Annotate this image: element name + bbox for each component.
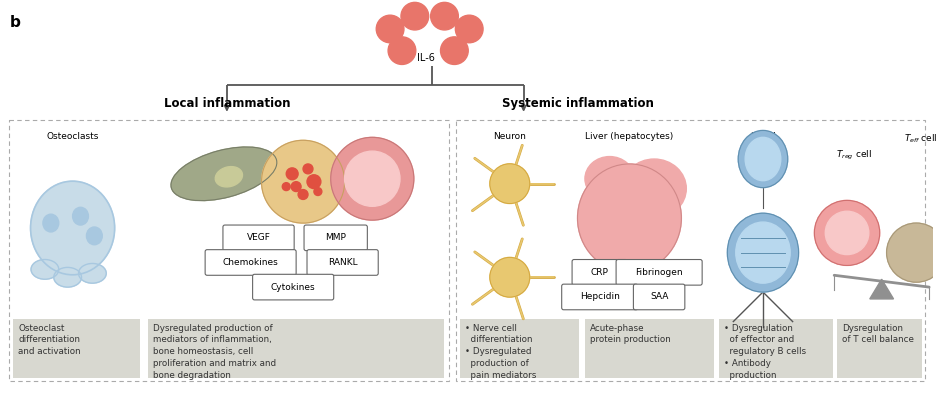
Text: Chemokines: Chemokines: [222, 258, 279, 267]
FancyBboxPatch shape: [572, 259, 627, 285]
Text: RANKL: RANKL: [328, 258, 357, 267]
Text: Local inflammation: Local inflammation: [164, 97, 290, 110]
Text: Dysregulated production of
mediators of inflammation,
bone homeostasis, cell
pro: Dysregulated production of mediators of …: [153, 324, 276, 380]
FancyBboxPatch shape: [223, 225, 294, 251]
Text: B cell: B cell: [751, 132, 775, 141]
Bar: [837, 319, 922, 378]
Ellipse shape: [171, 147, 277, 201]
Text: Hepcidin: Hepcidin: [580, 293, 620, 301]
Text: Systemic inflammation: Systemic inflammation: [502, 97, 654, 110]
Ellipse shape: [216, 167, 242, 187]
Text: SAA: SAA: [650, 293, 668, 301]
Circle shape: [298, 190, 308, 200]
Ellipse shape: [73, 207, 89, 225]
Text: MMP: MMP: [325, 233, 346, 242]
FancyBboxPatch shape: [252, 274, 333, 300]
Ellipse shape: [54, 267, 82, 287]
Text: Cytokines: Cytokines: [271, 283, 316, 291]
Ellipse shape: [30, 181, 115, 275]
Circle shape: [455, 15, 483, 43]
Text: Osteoclast
differentiation
and activation: Osteoclast differentiation and activatio…: [18, 324, 81, 356]
Ellipse shape: [585, 156, 634, 201]
Text: Liver (hepatocytes): Liver (hepatocytes): [585, 132, 674, 141]
Circle shape: [331, 137, 414, 220]
Ellipse shape: [78, 263, 106, 283]
Bar: [585, 319, 713, 378]
Ellipse shape: [739, 130, 788, 188]
Text: $T_{reg}$ cell: $T_{reg}$ cell: [836, 149, 872, 162]
Circle shape: [825, 211, 869, 255]
Bar: [461, 319, 579, 378]
Circle shape: [286, 168, 298, 180]
Circle shape: [283, 183, 290, 190]
Ellipse shape: [622, 159, 687, 218]
Ellipse shape: [87, 227, 103, 245]
Circle shape: [401, 2, 429, 30]
Bar: [13, 319, 139, 378]
Ellipse shape: [577, 164, 681, 272]
Text: IL-6: IL-6: [416, 53, 434, 63]
Circle shape: [376, 15, 404, 43]
Circle shape: [307, 175, 321, 188]
Polygon shape: [869, 279, 894, 299]
Circle shape: [815, 200, 880, 265]
Circle shape: [388, 37, 415, 65]
Ellipse shape: [736, 222, 790, 283]
Circle shape: [490, 257, 529, 297]
Text: Acute-phase
protein production: Acute-phase protein production: [590, 324, 671, 345]
Ellipse shape: [727, 213, 799, 292]
Text: Osteoclasts: Osteoclasts: [46, 132, 99, 141]
FancyBboxPatch shape: [307, 249, 379, 275]
Text: b: b: [9, 15, 20, 30]
Circle shape: [314, 188, 322, 196]
Bar: [148, 319, 445, 378]
Text: $T_{eff}$ cell: $T_{eff}$ cell: [904, 132, 938, 145]
FancyBboxPatch shape: [633, 284, 685, 310]
Ellipse shape: [43, 214, 58, 232]
Circle shape: [291, 182, 301, 192]
Bar: [9, 120, 449, 381]
FancyBboxPatch shape: [205, 249, 296, 275]
Text: Neuron: Neuron: [494, 132, 527, 141]
Circle shape: [430, 2, 459, 30]
Circle shape: [441, 37, 468, 65]
FancyBboxPatch shape: [561, 284, 638, 310]
Text: VEGF: VEGF: [247, 233, 270, 242]
Text: • Dysregulation
  of effector and
  regulatory B cells
• Antibody
  production: • Dysregulation of effector and regulato…: [724, 324, 806, 380]
Bar: [456, 120, 925, 381]
Circle shape: [490, 164, 529, 204]
FancyBboxPatch shape: [304, 225, 367, 251]
Text: CRP: CRP: [591, 268, 609, 277]
Bar: [720, 319, 833, 378]
Ellipse shape: [745, 137, 781, 181]
Circle shape: [262, 140, 345, 223]
FancyBboxPatch shape: [616, 259, 702, 285]
Text: Fibrinogen: Fibrinogen: [635, 268, 683, 277]
Circle shape: [303, 164, 313, 174]
Circle shape: [886, 223, 942, 282]
Text: • Nerve cell
  differentiation
• Dysregulated
  production of
  pain mediators: • Nerve cell differentiation • Dysregula…: [465, 324, 537, 380]
Text: Dysregulation
of T cell balance: Dysregulation of T cell balance: [842, 324, 914, 345]
Ellipse shape: [31, 259, 58, 279]
Circle shape: [345, 151, 400, 206]
